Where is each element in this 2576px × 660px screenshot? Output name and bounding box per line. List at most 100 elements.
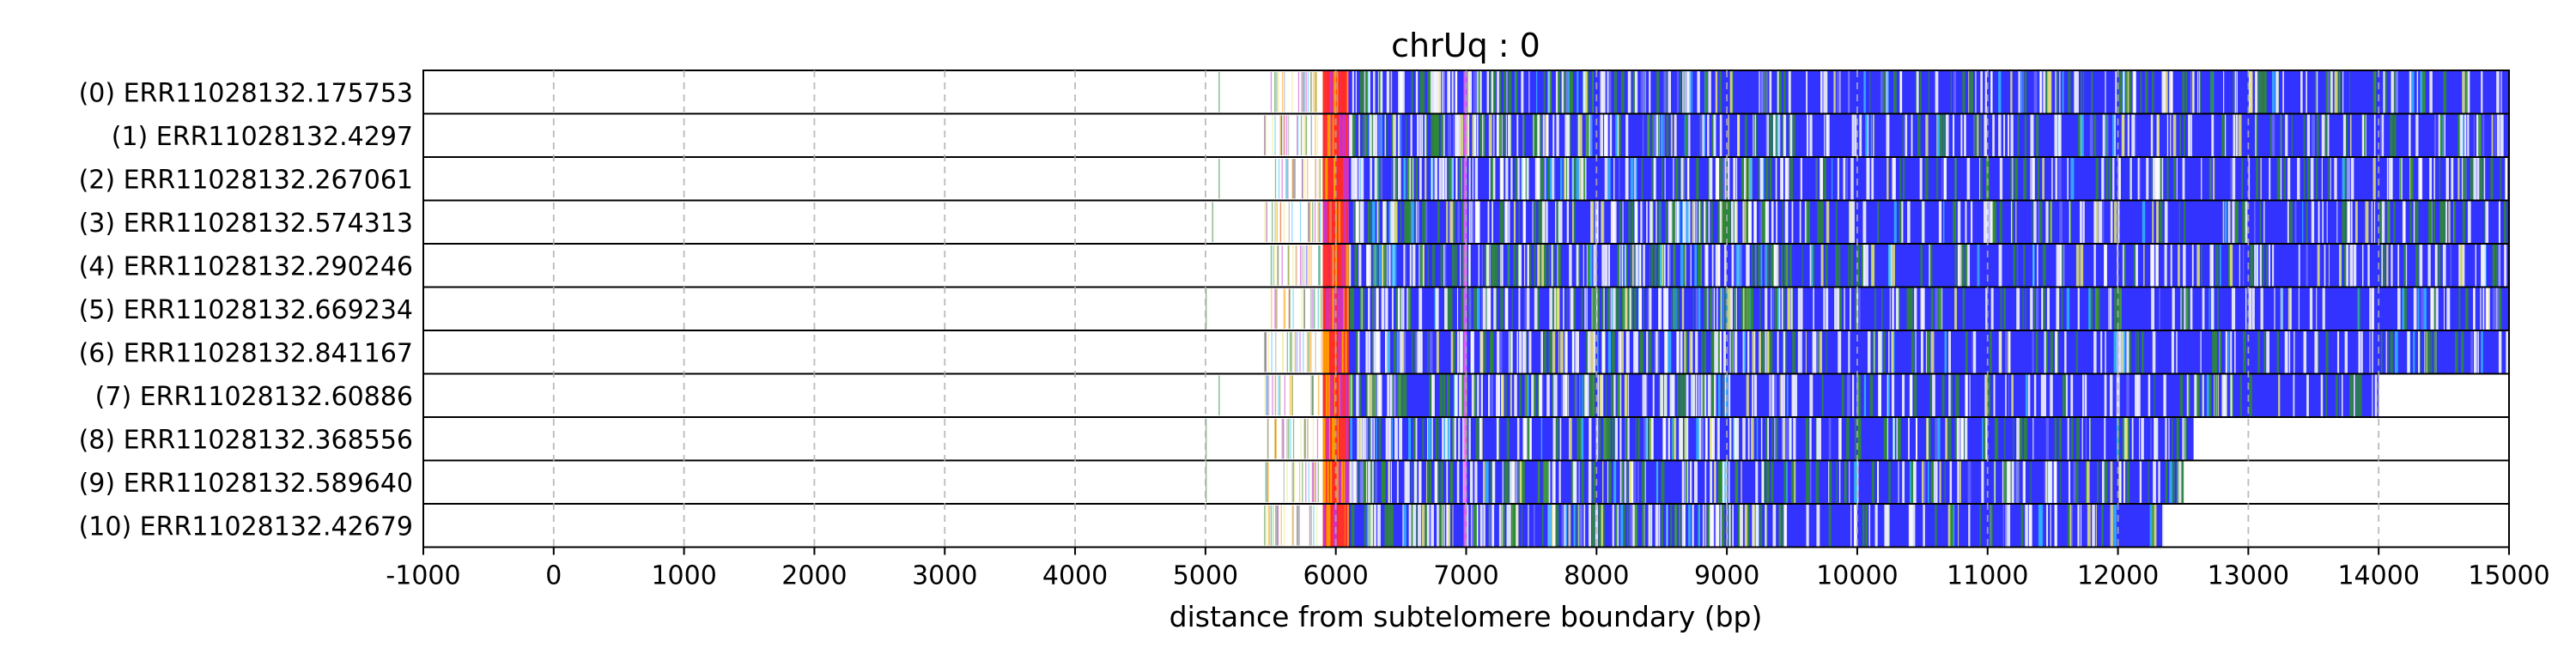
variant-mark xyxy=(2184,201,2186,243)
sparse-mark xyxy=(1312,202,1314,242)
variant-mark xyxy=(1753,505,1756,547)
variant-mark xyxy=(1438,505,1443,547)
variant-mark xyxy=(1865,505,1868,547)
variant-mark xyxy=(2318,201,2320,243)
variant-mark xyxy=(2478,114,2482,156)
variant-mark xyxy=(2499,288,2502,330)
variant-mark xyxy=(2248,288,2252,330)
variant-mark xyxy=(1522,114,1525,156)
variant-mark xyxy=(1449,201,1454,243)
variant-mark xyxy=(1729,71,1733,113)
variant-mark xyxy=(1519,461,1522,503)
variant-mark xyxy=(2153,158,2156,200)
variant-mark xyxy=(1349,461,1352,503)
variant-mark xyxy=(1902,374,1905,416)
variant-mark xyxy=(2322,201,2324,243)
variant-mark xyxy=(1769,374,1771,416)
variant-mark xyxy=(1704,505,1707,547)
variant-mark xyxy=(1549,158,1551,200)
repeat-mark xyxy=(1336,114,1339,156)
variant-mark xyxy=(2482,114,2485,156)
variant-mark xyxy=(1456,288,1459,330)
variant-mark xyxy=(2325,374,2328,416)
sparse-mark xyxy=(1294,159,1296,199)
variant-mark xyxy=(2433,158,2436,200)
variant-mark xyxy=(1632,158,1635,200)
variant-mark xyxy=(1367,374,1370,416)
variant-mark xyxy=(1503,71,1506,113)
variant-mark xyxy=(2327,71,2330,113)
variant-mark xyxy=(1503,114,1505,156)
variant-mark xyxy=(2070,505,2073,547)
variant-mark xyxy=(2445,201,2448,243)
sparse-mark xyxy=(1318,245,1320,286)
variant-mark xyxy=(1709,288,1713,330)
variant-mark xyxy=(2269,158,2271,200)
variant-mark xyxy=(2372,288,2374,330)
variant-mark xyxy=(1667,505,1668,547)
variant-mark xyxy=(1707,505,1711,547)
variant-mark xyxy=(1684,158,1686,200)
variant-mark xyxy=(1728,505,1731,547)
variant-mark xyxy=(1661,461,1665,503)
repeat-mark xyxy=(1327,114,1329,156)
variant-mark xyxy=(1728,374,1731,416)
variant-mark xyxy=(1816,418,1820,460)
variant-mark xyxy=(2439,158,2440,200)
variant-mark xyxy=(2067,158,2069,200)
variant-mark xyxy=(1518,245,1521,287)
variant-mark xyxy=(2223,374,2227,416)
sparse-mark xyxy=(1275,419,1277,459)
variant-mark xyxy=(2000,288,2002,330)
variant-mark xyxy=(1540,245,1542,287)
variant-mark xyxy=(1646,374,1648,416)
sparse-mark xyxy=(1308,202,1309,242)
variant-mark xyxy=(1720,505,1722,547)
variant-mark xyxy=(2140,71,2142,113)
variant-mark xyxy=(1610,201,1614,243)
variant-mark xyxy=(1903,158,1905,200)
variant-mark xyxy=(1783,71,1786,113)
variant-mark xyxy=(2003,288,2007,330)
variant-mark xyxy=(1468,158,1471,200)
variant-mark xyxy=(1631,201,1634,243)
variant-mark xyxy=(1468,418,1471,460)
variant-mark xyxy=(1812,245,1815,287)
variant-mark xyxy=(1350,288,1353,330)
variant-mark xyxy=(2117,331,2122,373)
sparse-mark xyxy=(1301,245,1303,286)
variant-mark xyxy=(2380,245,2382,287)
variant-mark xyxy=(1598,505,1602,547)
variant-mark xyxy=(2126,461,2129,503)
variant-mark xyxy=(2104,461,2108,503)
repeat-mark xyxy=(1346,158,1349,200)
variant-mark xyxy=(1574,461,1577,503)
sparse-mark xyxy=(1286,419,1289,459)
variant-mark xyxy=(1350,374,1352,416)
variant-mark xyxy=(1870,114,1873,156)
variant-mark xyxy=(2243,331,2246,373)
variant-mark xyxy=(1970,71,1973,113)
variant-mark xyxy=(1447,288,1450,330)
variant-mark xyxy=(1523,418,1528,460)
variant-mark xyxy=(1679,505,1681,547)
sparse-mark xyxy=(1314,462,1315,502)
variant-mark xyxy=(2369,331,2371,373)
variant-mark xyxy=(1927,461,1929,503)
sparse-mark xyxy=(1282,419,1284,459)
variant-mark xyxy=(2234,201,2239,243)
variant-mark xyxy=(1642,505,1645,547)
variant-mark xyxy=(1501,374,1504,416)
variant-mark xyxy=(2373,201,2376,243)
variant-mark xyxy=(1474,461,1478,503)
sparse-mark xyxy=(1307,159,1309,199)
repeat-mark xyxy=(1327,201,1330,243)
variant-mark xyxy=(1601,505,1604,547)
variant-mark xyxy=(1415,158,1418,200)
variant-mark xyxy=(2413,201,2415,243)
variant-mark xyxy=(1927,418,1931,460)
variant-mark xyxy=(2380,114,2385,156)
variant-mark xyxy=(2395,114,2397,156)
variant-mark xyxy=(1619,245,1621,287)
variant-mark xyxy=(2156,201,2160,243)
